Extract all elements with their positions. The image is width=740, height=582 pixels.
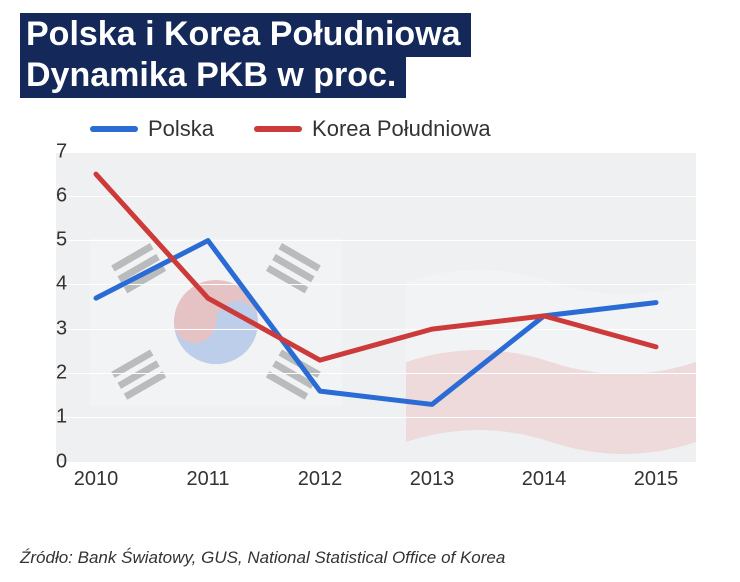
gdp-line-chart: 01234567201020112012201320142015 [20,152,706,496]
legend: Polska Korea Południowa [0,108,740,152]
title-line-1: Polska i Korea Południowa [20,13,471,57]
source-caption: Źródło: Bank Światowy, GUS, National Sta… [20,548,505,568]
legend-swatch [90,126,138,132]
legend-swatch [254,126,302,132]
legend-label: Polska [148,116,214,142]
series-line [96,174,656,360]
legend-label: Korea Południowa [312,116,491,142]
line-series-layer [20,152,706,472]
legend-item-korea: Korea Południowa [254,116,491,142]
legend-item-polska: Polska [90,116,214,142]
title-line-2: Dynamika PKB w proc. [20,54,406,98]
chart-title: Polska i Korea Południowa Dynamika PKB w… [0,0,491,108]
